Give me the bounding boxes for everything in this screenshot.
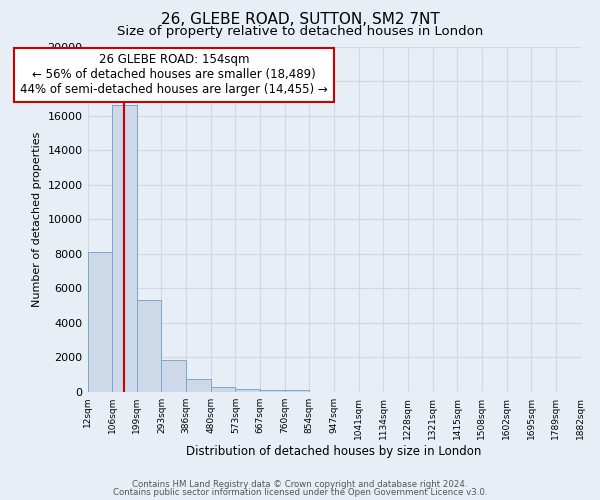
Text: Contains public sector information licensed under the Open Government Licence v3: Contains public sector information licen…	[113, 488, 487, 497]
X-axis label: Distribution of detached houses by size in London: Distribution of detached houses by size …	[187, 444, 482, 458]
Text: Size of property relative to detached houses in London: Size of property relative to detached ho…	[117, 25, 483, 38]
Text: 26, GLEBE ROAD, SUTTON, SM2 7NT: 26, GLEBE ROAD, SUTTON, SM2 7NT	[161, 12, 439, 28]
Bar	[137, 300, 161, 392]
Bar	[88, 252, 112, 392]
Bar	[260, 390, 285, 392]
Bar	[186, 379, 211, 392]
Y-axis label: Number of detached properties: Number of detached properties	[32, 132, 42, 307]
Text: 26 GLEBE ROAD: 154sqm
← 56% of detached houses are smaller (18,489)
44% of semi-: 26 GLEBE ROAD: 154sqm ← 56% of detached …	[20, 54, 328, 96]
Bar	[161, 360, 186, 392]
Bar	[235, 388, 260, 392]
Text: Contains HM Land Registry data © Crown copyright and database right 2024.: Contains HM Land Registry data © Crown c…	[132, 480, 468, 489]
Bar	[285, 390, 310, 392]
Bar	[211, 387, 235, 392]
Bar	[112, 105, 137, 392]
